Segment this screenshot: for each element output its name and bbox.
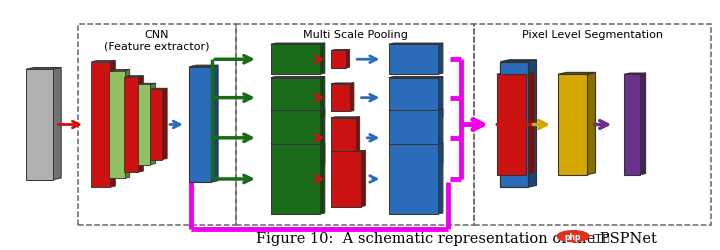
Polygon shape bbox=[438, 110, 443, 166]
Polygon shape bbox=[624, 75, 640, 175]
Polygon shape bbox=[109, 70, 130, 71]
Polygon shape bbox=[438, 77, 443, 118]
Polygon shape bbox=[389, 111, 438, 166]
Polygon shape bbox=[389, 77, 443, 78]
Polygon shape bbox=[500, 62, 528, 188]
Polygon shape bbox=[640, 74, 646, 175]
Polygon shape bbox=[389, 44, 443, 45]
Polygon shape bbox=[271, 44, 325, 45]
Polygon shape bbox=[500, 60, 536, 62]
Polygon shape bbox=[558, 73, 595, 75]
Polygon shape bbox=[497, 73, 534, 75]
Polygon shape bbox=[189, 66, 218, 68]
Text: Pixel Level Segmentation: Pixel Level Segmentation bbox=[522, 30, 663, 40]
Polygon shape bbox=[320, 110, 325, 166]
Polygon shape bbox=[320, 77, 325, 118]
Text: CNN
(Feature extractor): CNN (Feature extractor) bbox=[104, 30, 210, 52]
Polygon shape bbox=[438, 44, 443, 75]
Polygon shape bbox=[389, 144, 438, 214]
Polygon shape bbox=[91, 62, 110, 188]
Polygon shape bbox=[356, 117, 360, 158]
Circle shape bbox=[557, 231, 589, 242]
Polygon shape bbox=[331, 50, 350, 51]
Polygon shape bbox=[150, 89, 167, 90]
Polygon shape bbox=[320, 143, 325, 214]
Polygon shape bbox=[331, 151, 365, 152]
Polygon shape bbox=[389, 45, 438, 75]
Polygon shape bbox=[271, 77, 325, 78]
Polygon shape bbox=[320, 44, 325, 75]
Polygon shape bbox=[138, 76, 143, 172]
Polygon shape bbox=[438, 143, 443, 214]
Text: php: php bbox=[565, 232, 581, 241]
Polygon shape bbox=[53, 68, 61, 180]
Polygon shape bbox=[389, 143, 443, 144]
Polygon shape bbox=[558, 75, 587, 175]
Polygon shape bbox=[271, 78, 320, 118]
Polygon shape bbox=[389, 78, 438, 118]
Polygon shape bbox=[110, 61, 115, 188]
Polygon shape bbox=[350, 84, 354, 112]
Polygon shape bbox=[271, 144, 320, 214]
Polygon shape bbox=[331, 51, 346, 69]
Polygon shape bbox=[109, 71, 125, 179]
Polygon shape bbox=[150, 90, 162, 160]
Polygon shape bbox=[189, 68, 211, 182]
Polygon shape bbox=[271, 45, 320, 75]
Text: 中文网: 中文网 bbox=[593, 231, 610, 241]
Text: Figure 10:  A schematic representation of the PSPNet: Figure 10: A schematic representation of… bbox=[256, 231, 657, 245]
Polygon shape bbox=[162, 89, 167, 160]
Polygon shape bbox=[124, 76, 143, 78]
Polygon shape bbox=[271, 111, 320, 166]
Polygon shape bbox=[389, 110, 443, 111]
Polygon shape bbox=[331, 84, 350, 112]
Polygon shape bbox=[124, 78, 138, 172]
Polygon shape bbox=[150, 84, 156, 165]
Polygon shape bbox=[138, 84, 156, 85]
Polygon shape bbox=[271, 143, 325, 144]
Polygon shape bbox=[497, 75, 526, 175]
Polygon shape bbox=[346, 50, 350, 69]
Polygon shape bbox=[125, 70, 130, 179]
Polygon shape bbox=[331, 118, 356, 158]
Polygon shape bbox=[271, 110, 325, 111]
Polygon shape bbox=[91, 61, 115, 62]
Polygon shape bbox=[26, 70, 53, 180]
Bar bbox=[474, 25, 711, 225]
Bar bbox=[78, 25, 236, 225]
Polygon shape bbox=[138, 85, 150, 165]
Polygon shape bbox=[624, 74, 646, 75]
Polygon shape bbox=[528, 60, 536, 188]
Polygon shape bbox=[587, 73, 595, 175]
Polygon shape bbox=[526, 73, 534, 175]
Polygon shape bbox=[331, 117, 360, 118]
Polygon shape bbox=[26, 68, 61, 70]
Bar bbox=[236, 25, 474, 225]
Polygon shape bbox=[331, 152, 361, 207]
Text: Multi Scale Pooling: Multi Scale Pooling bbox=[302, 30, 408, 40]
Polygon shape bbox=[361, 151, 365, 207]
Polygon shape bbox=[211, 66, 218, 182]
